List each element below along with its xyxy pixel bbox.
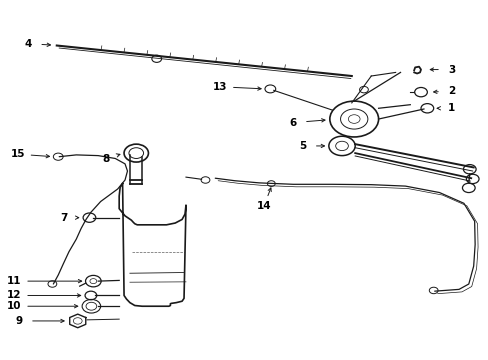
Text: 14: 14 — [256, 201, 271, 211]
Text: 6: 6 — [289, 118, 296, 128]
Text: 4: 4 — [25, 39, 32, 49]
Text: 11: 11 — [7, 276, 21, 286]
Text: 12: 12 — [7, 291, 21, 301]
Text: 3: 3 — [447, 64, 454, 75]
Text: 1: 1 — [447, 103, 454, 113]
Text: 2: 2 — [447, 86, 454, 96]
Text: 8: 8 — [102, 154, 109, 164]
Text: 7: 7 — [61, 213, 68, 222]
Text: 15: 15 — [10, 149, 25, 159]
Text: 10: 10 — [7, 301, 21, 311]
Text: 5: 5 — [299, 141, 306, 151]
Text: 9: 9 — [16, 316, 23, 326]
Text: 13: 13 — [212, 82, 227, 92]
